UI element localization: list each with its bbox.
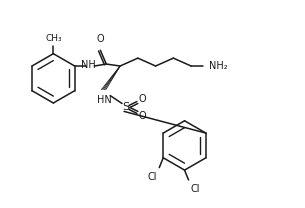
Text: NH₂: NH₂ (209, 61, 228, 71)
Text: S: S (122, 103, 130, 113)
Text: CH₃: CH₃ (45, 34, 62, 43)
Text: NH: NH (81, 60, 96, 70)
Text: Cl: Cl (191, 184, 200, 194)
Text: O: O (139, 94, 147, 104)
Text: O: O (139, 111, 147, 121)
Text: Cl: Cl (148, 172, 157, 182)
Text: HN: HN (97, 95, 112, 105)
Text: O: O (97, 34, 104, 44)
